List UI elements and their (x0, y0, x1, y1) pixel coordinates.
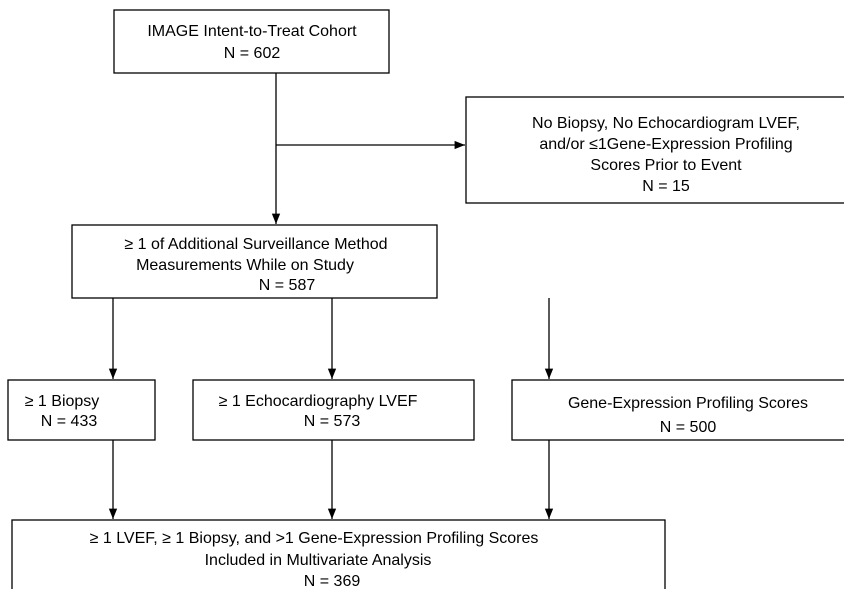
node-text: ≥ 1 LVEF, ≥ 1 Biopsy, and >1 Gene-Expres… (90, 530, 539, 547)
box (465, 96, 844, 204)
node-text: N = 602 (224, 45, 281, 62)
box (11, 519, 666, 589)
node-text: ≥ 1 Biopsy (25, 393, 100, 410)
node-text: ≥ 1 Echocardiography LVEF (219, 393, 418, 410)
node-text: IMAGE Intent-to-Treat Cohort (147, 23, 357, 40)
node-text: Scores Prior to Event (590, 157, 742, 174)
box (7, 379, 156, 441)
node-text: N = 433 (41, 413, 98, 430)
node-text: ≥ 1 of Additional Surveillance Method (124, 236, 387, 253)
node-text: Gene-Expression Profiling Scores (568, 395, 808, 412)
node-text: Measurements While on Study (136, 257, 354, 274)
node-text: N = 369 (304, 573, 361, 589)
node-text: Included in Multivariate Analysis (205, 552, 432, 569)
node-text: and/or ≤1Gene-Expression Profiling (539, 136, 792, 153)
node-text: N = 500 (660, 419, 717, 436)
box (71, 224, 438, 299)
box (192, 379, 475, 441)
node-text: N = 573 (304, 413, 361, 430)
node-text: No Biopsy, No Echocardiogram LVEF, (532, 115, 800, 132)
box (113, 9, 390, 74)
box (511, 379, 844, 441)
node-text: N = 15 (642, 178, 690, 195)
node-text: N = 587 (259, 277, 316, 294)
